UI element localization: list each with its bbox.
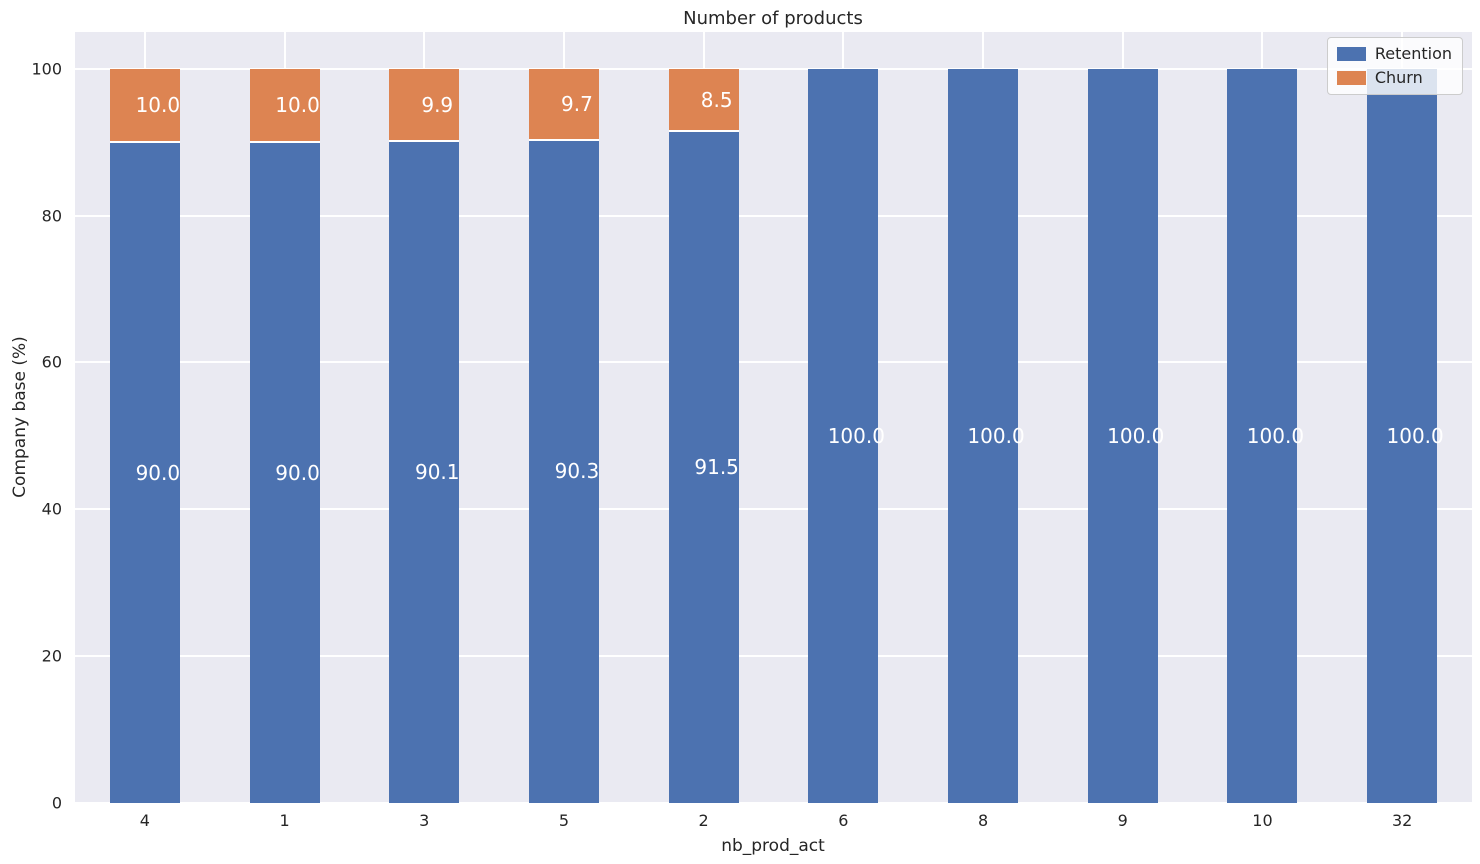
segment-divider (668, 130, 739, 133)
bar-segment-retention (389, 141, 460, 803)
x-tick-label: 1 (279, 811, 290, 830)
bar-label-retention: 100.0 (1386, 423, 1444, 448)
bar-segment-retention (249, 142, 320, 803)
bar-label-retention: 90.3 (554, 459, 600, 484)
bar-label-retention: 100.0 (827, 423, 885, 448)
segment-divider (389, 140, 460, 143)
bar-segment-retention (1227, 68, 1298, 803)
bar-segment-churn (668, 68, 739, 132)
y-tick-label: 80 (41, 206, 62, 226)
bar-label-retention: 91.5 (694, 455, 739, 480)
bar-segment-retention (668, 131, 739, 803)
chart-title: Number of products (683, 8, 863, 29)
x-tick-label: 2 (698, 811, 709, 830)
x-tick-label: 6 (838, 811, 849, 830)
y-tick-label: 60 (41, 352, 62, 372)
x-tick-label: 32 (1391, 811, 1413, 830)
legend: Retention Churn (1326, 37, 1463, 96)
grid-line-horizontal (75, 655, 1472, 658)
legend-label: Retention (1374, 44, 1452, 63)
legend-label: Churn (1374, 68, 1423, 88)
grid-line-horizontal (75, 214, 1472, 217)
bar-label-retention: 90.0 (135, 460, 181, 485)
y-tick-label: 100 (31, 59, 62, 79)
bar-segment-retention (109, 142, 180, 803)
segment-divider (249, 141, 320, 144)
x-tick-label: 9 (1117, 811, 1128, 830)
x-tick-label: 3 (419, 811, 430, 830)
bar-label-churn: 10.0 (135, 93, 181, 118)
y-tick-label: 0 (51, 793, 62, 813)
bar-segment-churn (109, 68, 180, 143)
bar-segment-retention (528, 139, 599, 803)
bar-label-churn: 10.0 (275, 93, 320, 118)
retention-swatch-icon (1336, 46, 1366, 61)
bar-segment-retention (948, 68, 1019, 803)
bar-label-retention: 100.0 (1246, 423, 1305, 448)
legend-item-retention: Retention (1336, 44, 1452, 63)
legend-item-churn: Churn (1336, 68, 1452, 88)
bar-segment-churn (249, 68, 320, 143)
segment-divider (109, 141, 180, 144)
churn-swatch-icon (1336, 70, 1366, 85)
segment-divider (528, 138, 599, 141)
y-tick-label: 40 (41, 499, 62, 519)
bar-label-retention: 100.0 (967, 423, 1025, 448)
bar-label-churn: 9.7 (561, 92, 593, 117)
grid-line-horizontal (75, 802, 1472, 804)
grid-line-horizontal (75, 361, 1472, 364)
bar-segment-churn (389, 68, 460, 142)
bar-segment-churn (528, 68, 599, 140)
bar-segment-retention (808, 68, 879, 803)
bar-segment-retention (1367, 68, 1438, 803)
plot-area: 90.0 10.0 90.0 10.0 90.1 9.9 90.3 9.7 91.5 8.5 100… (75, 32, 1472, 804)
x-tick-label: 10 (1252, 811, 1273, 830)
bar-segment-retention (1087, 68, 1158, 803)
x-tick-label: 5 (558, 811, 570, 830)
bar-label-retention: 90.1 (414, 460, 460, 485)
x-tick-label: 8 (977, 811, 989, 830)
x-axis-label: nb_prod_act (721, 836, 825, 856)
bar-label-churn: 9.9 (421, 93, 454, 118)
grid-line-horizontal (75, 67, 1472, 70)
y-tick-label: 20 (41, 646, 62, 666)
bar-label-churn: 8.5 (700, 87, 733, 112)
x-tick-label: 4 (139, 811, 150, 830)
bar-label-retention: 100.0 (1107, 423, 1165, 448)
bar-label-retention: 90.0 (275, 460, 320, 485)
grid-line-horizontal (75, 508, 1472, 511)
